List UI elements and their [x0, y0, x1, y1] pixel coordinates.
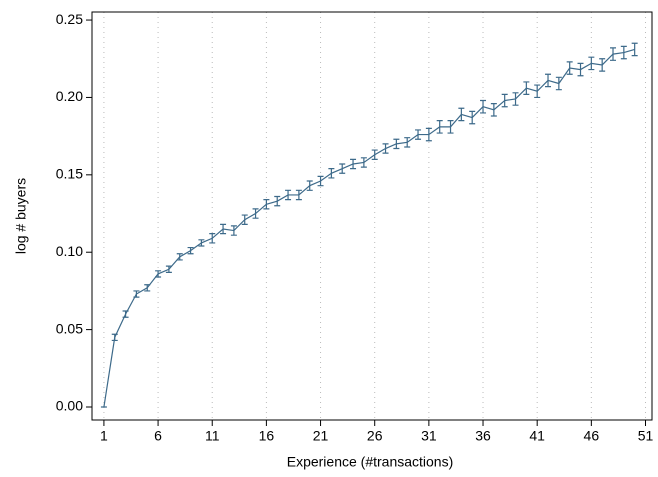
error-bar — [285, 189, 292, 201]
error-bar — [122, 310, 129, 318]
error-bar — [425, 127, 432, 142]
error-bar — [534, 84, 541, 99]
error-bar — [545, 73, 552, 88]
error-bar — [220, 223, 227, 235]
y-tick-label: 0.10 — [56, 243, 83, 259]
x-tick-label: 36 — [475, 428, 491, 444]
error-bar — [447, 120, 454, 134]
error-bar — [490, 103, 497, 117]
x-tick-label: 51 — [638, 428, 654, 444]
x-axis-label: Experience (#transactions) — [287, 454, 454, 470]
error-bar — [610, 47, 617, 61]
error-bar — [382, 143, 389, 154]
y-tick-label: 0.20 — [56, 88, 83, 104]
x-tick-label: 41 — [529, 428, 545, 444]
error-bar — [263, 198, 270, 210]
error-bar — [230, 225, 237, 236]
error-bar — [577, 62, 584, 77]
error-bar — [436, 120, 443, 134]
y-tick-label: 0.00 — [56, 398, 83, 414]
error-bar — [404, 137, 411, 148]
error-bar — [458, 107, 465, 122]
y-tick-label: 0.25 — [56, 11, 83, 27]
error-bar — [111, 333, 118, 342]
error-bar — [295, 189, 302, 201]
error-bar — [241, 214, 248, 225]
y-tick-label: 0.15 — [56, 166, 83, 182]
error-bar — [512, 92, 519, 106]
x-tick-label: 46 — [584, 428, 600, 444]
y-tick-label: 0.05 — [56, 320, 83, 336]
data-line — [103, 48, 635, 408]
error-bar — [339, 163, 346, 174]
error-bar — [566, 61, 573, 75]
x-tick-label: 16 — [259, 428, 275, 444]
error-bar — [187, 246, 194, 255]
x-tick-label: 11 — [205, 428, 220, 444]
error-bar — [599, 58, 606, 72]
error-bar — [274, 195, 281, 207]
error-bar — [198, 239, 205, 247]
error-bar — [144, 284, 151, 292]
error-bar — [155, 270, 162, 278]
error-bar — [415, 129, 422, 140]
error-bar — [555, 76, 562, 91]
error-bar — [306, 180, 313, 191]
x-tick-label: 26 — [367, 428, 383, 444]
error-bar — [501, 93, 508, 108]
error-bar — [620, 45, 627, 60]
error-bar — [631, 42, 638, 57]
plot-frame — [91, 11, 653, 421]
error-bar — [317, 175, 324, 187]
error-bar — [252, 208, 259, 219]
error-bar — [371, 149, 378, 160]
error-bar — [176, 253, 183, 261]
error-bar — [469, 110, 476, 125]
error-bar — [328, 168, 335, 179]
error-bar — [523, 81, 530, 95]
error-bar — [165, 265, 172, 273]
error-bar — [588, 56, 595, 71]
x-tick-label: 1 — [100, 428, 108, 444]
error-bar — [393, 138, 400, 150]
error-bar — [360, 157, 367, 168]
error-bar — [209, 233, 216, 244]
y-axis-label: log # buyers — [13, 178, 29, 254]
x-tick-label: 6 — [154, 428, 162, 444]
error-bar — [350, 158, 357, 170]
x-tick-label: 31 — [421, 428, 437, 444]
error-bar — [133, 290, 140, 298]
x-tick-label: 21 — [313, 428, 329, 444]
error-bar — [480, 99, 487, 114]
